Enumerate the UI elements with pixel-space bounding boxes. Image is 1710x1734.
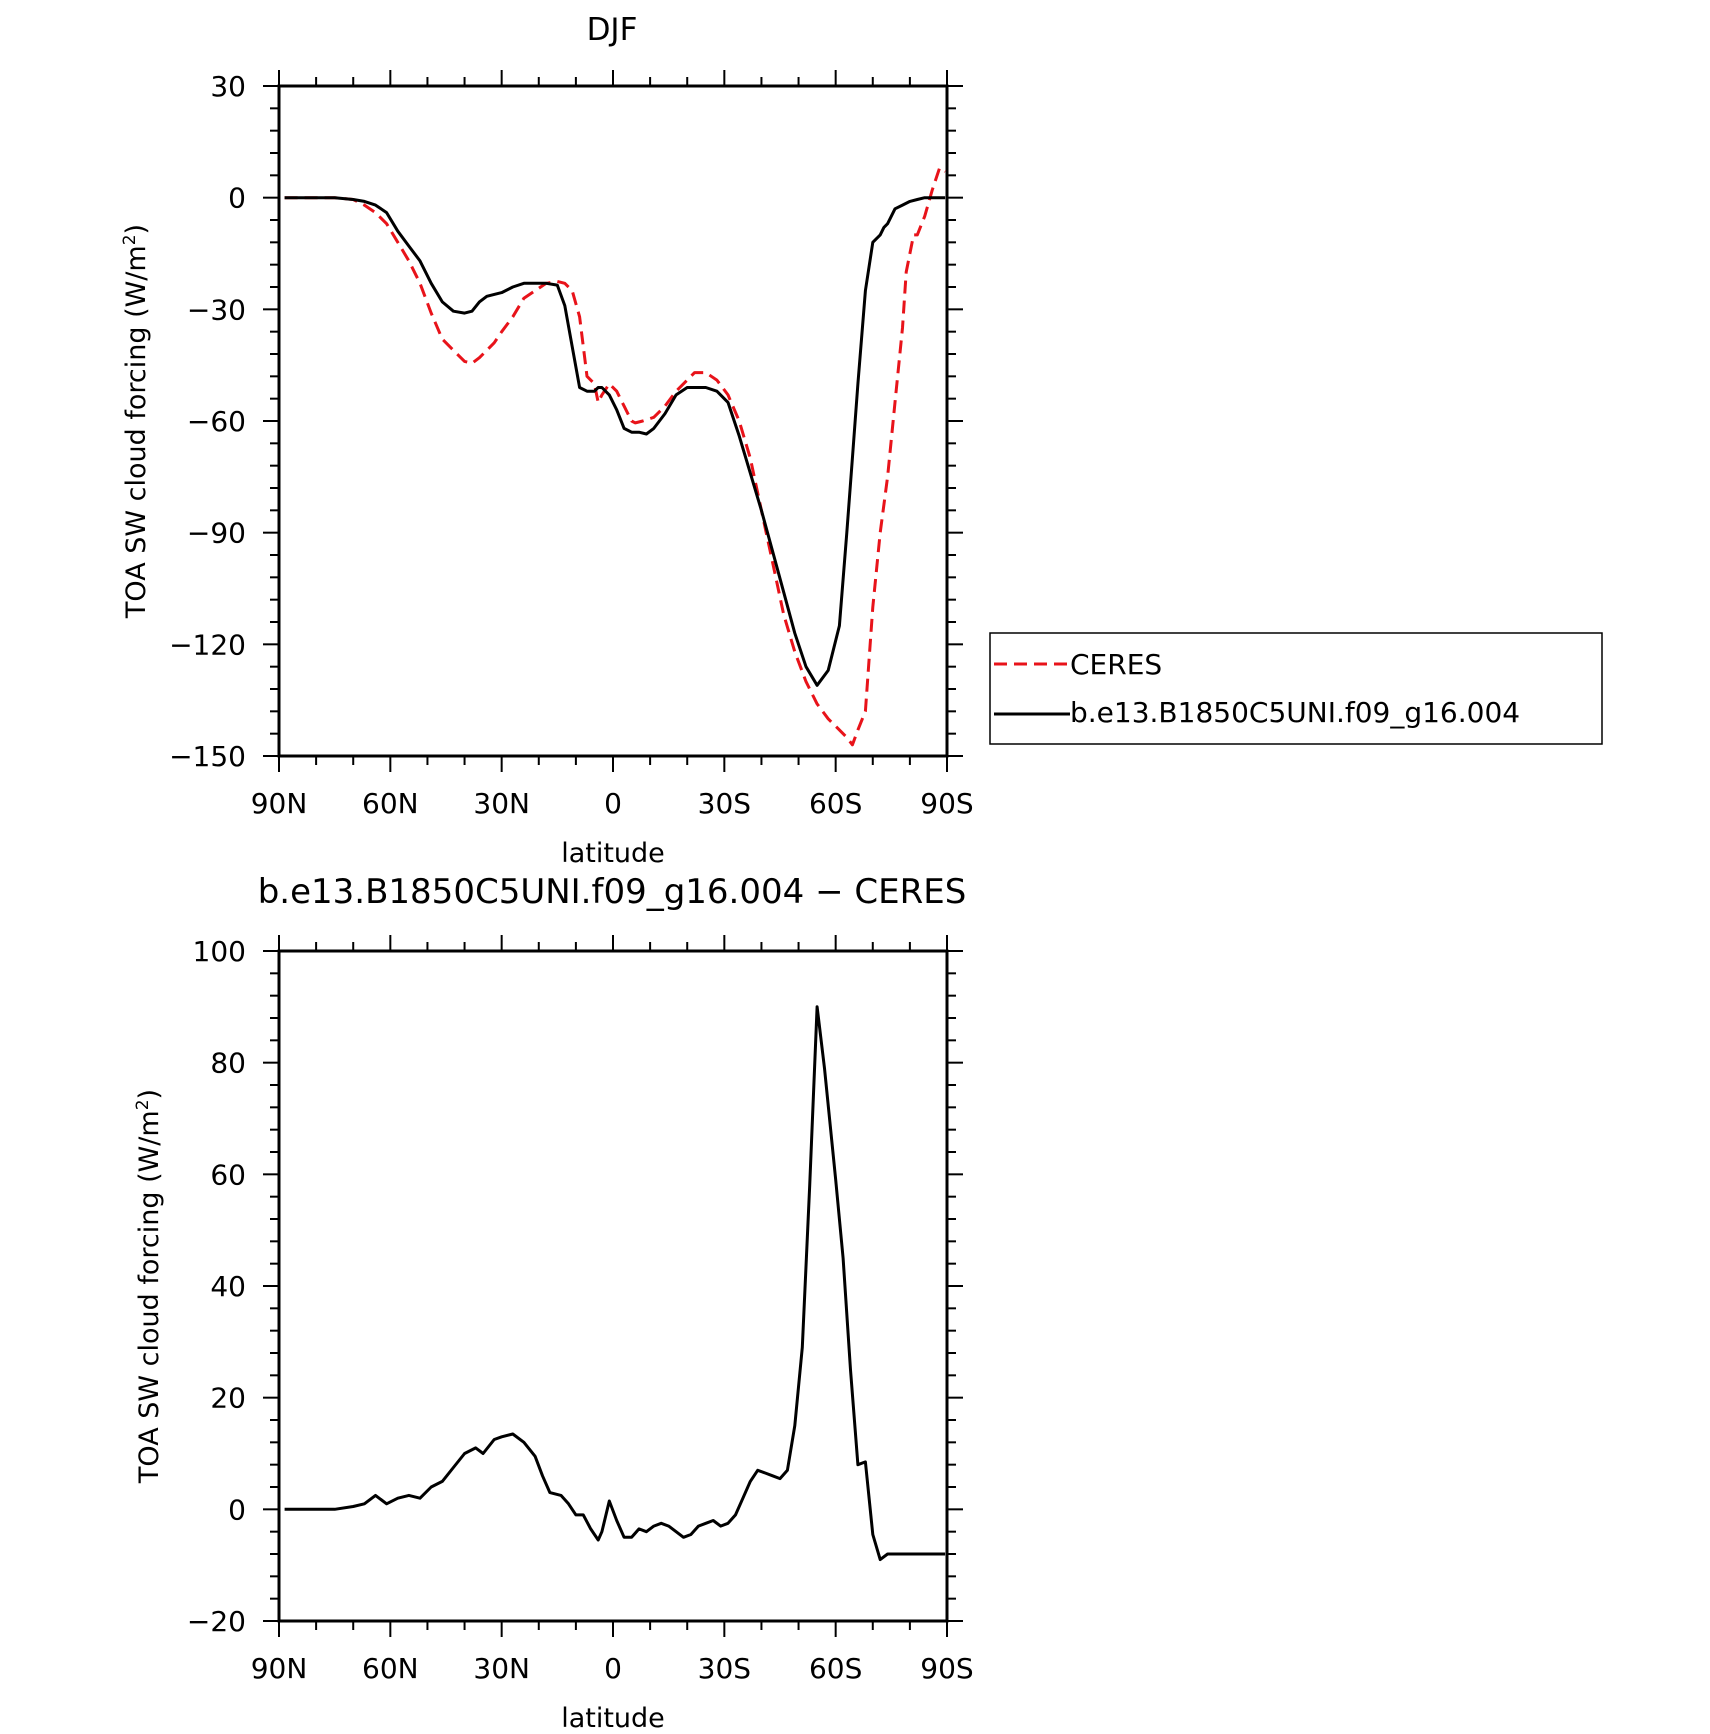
top-ticks [263, 70, 963, 772]
x-tick-label: 0 [604, 787, 622, 820]
bottom-y-axis-label-sup: 2 [133, 1099, 153, 1110]
y-tick-label: 0 [228, 1493, 246, 1526]
bottom-plot-frame [277, 949, 949, 1623]
y-tick-label: 0 [228, 182, 246, 215]
y-tick-label: 20 [210, 1382, 246, 1415]
bottom-panel-title: b.e13.B1850C5UNI.f09_g16.004 − CERES [258, 872, 967, 912]
bottom-panel: b.e13.B1850C5UNI.f09_g16.004 − CERES 90N… [133, 872, 974, 1734]
bottom-y-axis-label-main: TOA SW cloud forcing (W/m [134, 1110, 165, 1484]
x-tick-label: 30N [473, 787, 530, 820]
bottom-y-axis-label: TOA SW cloud forcing (W/m2) [133, 1089, 165, 1484]
legend: CERES b.e13.B1850C5UNI.f09_g16.004 [989, 632, 1603, 745]
x-tick-label: 90S [920, 1652, 973, 1685]
top-x-axis-label: latitude [561, 838, 665, 869]
x-tick-label: 30N [473, 1652, 530, 1685]
top-y-axis-label-main: TOA SW cloud forcing (W/m [121, 245, 152, 619]
top-panel: DJF 90N 60N 30N 0 30S 60S 90S 30 0 −30 −60 −90 −120 −… [120, 12, 974, 869]
y-tick-label: 30 [210, 70, 246, 103]
top-y-axis-label-end: ) [121, 224, 152, 235]
y-tick-label: 40 [210, 1270, 246, 1303]
y-tick-label: −20 [187, 1605, 246, 1638]
bottom-tick-labels: 90N 60N 30N 0 30S 60S 90S 100 80 60 40 20 0 −20 [187, 935, 974, 1685]
x-tick-label: 0 [604, 1652, 622, 1685]
top-y-axis-label-sup: 2 [120, 234, 140, 245]
y-tick-label: −30 [187, 293, 246, 326]
legend-box [989, 632, 1603, 745]
top-plot-frame [277, 84, 949, 758]
top-series [284, 166, 946, 747]
x-tick-label: 90S [920, 787, 973, 820]
y-tick-label: 60 [210, 1158, 246, 1191]
model-line [284, 1005, 946, 1562]
bottom-y-axis-label-end: ) [134, 1089, 165, 1100]
x-tick-label: 90N [251, 1652, 308, 1685]
top-panel-title: DJF [587, 12, 638, 48]
legend-ceres-label: CERES [1070, 648, 1162, 681]
x-tick-label: 30S [698, 1652, 751, 1685]
y-tick-label: −120 [169, 628, 246, 661]
y-tick-label: −90 [187, 517, 246, 550]
bottom-ticks [263, 935, 963, 1637]
top-y-axis-label: TOA SW cloud forcing (W/m2) [120, 224, 152, 619]
top-tick-labels: 90N 60N 30N 0 30S 60S 90S 30 0 −30 −60 −90 −120 −150 [169, 70, 974, 820]
bottom-series [284, 1005, 946, 1562]
x-tick-label: 90N [251, 787, 308, 820]
x-tick-label: 60N [362, 1652, 419, 1685]
x-tick-label: 60S [809, 787, 862, 820]
legend-model-label: b.e13.B1850C5UNI.f09_g16.004 [1070, 696, 1520, 729]
x-tick-label: 30S [698, 787, 751, 820]
bottom-x-axis-label: latitude [561, 1703, 665, 1734]
y-tick-label: −150 [169, 740, 246, 773]
y-tick-label: 80 [210, 1047, 246, 1080]
model-line [284, 196, 946, 687]
x-tick-label: 60N [362, 787, 419, 820]
x-tick-label: 60S [809, 1652, 862, 1685]
ceres-line [284, 166, 946, 747]
y-tick-label: −60 [187, 405, 246, 438]
y-tick-label: 100 [193, 935, 246, 968]
